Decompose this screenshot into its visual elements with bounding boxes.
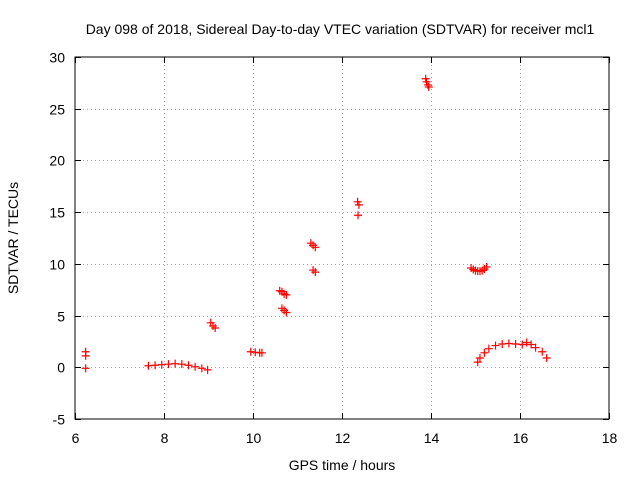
data-point: [522, 338, 531, 347]
y-tick-label: 25: [49, 102, 65, 118]
data-point: [518, 340, 527, 349]
data-point: [191, 362, 200, 371]
y-tick-label: 10: [49, 257, 65, 273]
y-tick-label: -5: [53, 412, 66, 428]
data-point: [282, 290, 291, 299]
data-point: [498, 340, 507, 349]
tick-layer: [75, 57, 610, 420]
data-point: [171, 359, 180, 368]
series-arc-5: [277, 304, 291, 317]
data-point: [257, 348, 266, 357]
data-point: [81, 351, 90, 360]
series-arc-3: [246, 347, 266, 357]
data-point: [354, 211, 363, 220]
data-point: [311, 243, 320, 252]
data-point: [164, 360, 173, 369]
data-point: [282, 308, 291, 317]
chart-title: Day 098 of 2018, Sidereal Day-to-day VTE…: [86, 21, 595, 37]
series-arc-0: [81, 347, 90, 373]
x-tick-label: 6: [72, 430, 80, 446]
data-point: [475, 353, 484, 362]
x-tick-label: 12: [335, 430, 351, 446]
series-arc-7: [309, 266, 320, 277]
data-point: [504, 339, 513, 348]
x-tick-label: 18: [602, 430, 618, 446]
grid-layer: [75, 57, 609, 419]
data-point: [511, 340, 520, 349]
data-point: [81, 364, 90, 373]
x-tick-label: 10: [246, 430, 262, 446]
series-arc-4: [275, 286, 291, 299]
data-point: [473, 358, 482, 367]
y-tick-label: 20: [49, 153, 65, 169]
data-point: [482, 262, 491, 271]
data-point: [144, 361, 153, 370]
data-point: [151, 361, 160, 370]
y-tick-label: 30: [49, 50, 65, 66]
series-arc-8: [353, 197, 363, 209]
data-point: [197, 364, 206, 373]
data-point: [491, 341, 500, 350]
data-point: [311, 268, 320, 277]
y-axis-label: SDTVAR / TECUs: [5, 182, 21, 294]
x-axis-label: GPS time / hours: [289, 457, 396, 473]
data-point: [538, 347, 547, 356]
data-point: [531, 343, 540, 352]
data-point: [203, 365, 212, 374]
data-point: [157, 360, 166, 369]
y-tick-label: 15: [49, 205, 65, 221]
data-point: [354, 200, 363, 209]
data-point: [184, 361, 193, 370]
series-arc-6: [306, 239, 320, 252]
x-tick-label: 14: [424, 430, 440, 446]
data-point: [484, 344, 493, 353]
x-tick-label: 16: [513, 430, 529, 446]
series-arc-12: [473, 338, 551, 367]
marker-layer: [81, 74, 551, 374]
data-point: [542, 353, 551, 362]
series-arc-10: [421, 74, 433, 91]
y-tick-label: 5: [57, 309, 65, 325]
data-point: [177, 360, 186, 369]
y-tick-label: 0: [57, 360, 65, 376]
tick-label-layer: 6 8 10 12 14 16 18 -5 0 5 10 15 20 25 30: [49, 50, 617, 447]
data-point: [480, 348, 489, 357]
series-arc-9: [354, 211, 363, 220]
series-arc-2: [206, 318, 220, 332]
x-tick-label: 8: [161, 430, 169, 446]
data-point: [211, 323, 220, 332]
data-point: [424, 82, 433, 91]
data-point: [527, 340, 536, 349]
series-arc-1: [144, 359, 212, 374]
series-arc-11: [467, 262, 491, 276]
